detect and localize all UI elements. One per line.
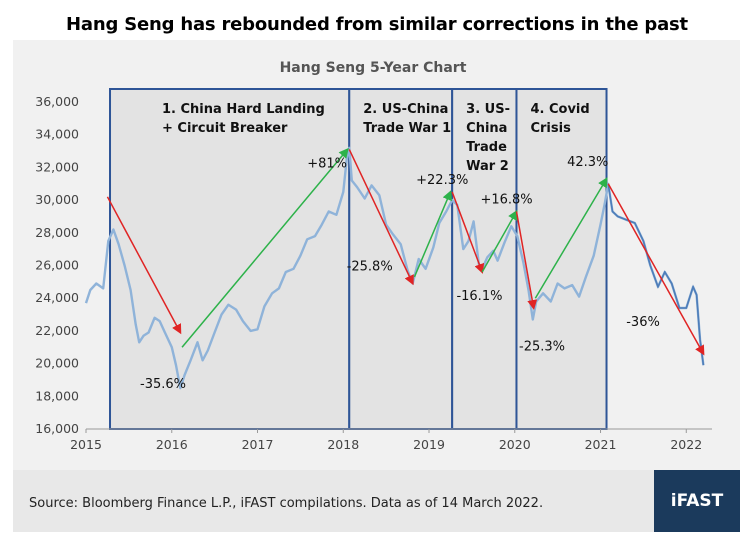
correction-arrow-3 bbox=[348, 149, 414, 286]
y-tick-label: 28,000 bbox=[35, 225, 79, 240]
move-label-6: +16.8% bbox=[480, 192, 532, 207]
period-box-3 bbox=[451, 88, 518, 430]
headline: Hang Seng has rebounded from similar cor… bbox=[66, 14, 688, 35]
period-label-1-line-2: + Circuit Breaker bbox=[162, 121, 288, 136]
chart-panel: Hang Seng 5-Year Chart 1. China Hard Lan… bbox=[13, 40, 740, 532]
period-label-4-line-2: Crisis bbox=[530, 121, 571, 136]
period-label-3-line-3: Trade bbox=[466, 140, 507, 155]
y-tick-label: 26,000 bbox=[35, 258, 79, 273]
move-label-8: 42.3% bbox=[567, 155, 608, 170]
move-label-1: -35.6% bbox=[140, 377, 186, 392]
period-box-1 bbox=[109, 88, 351, 430]
period-label-3-line-4: War 2 bbox=[466, 159, 509, 174]
move-label-5: -16.1% bbox=[456, 289, 502, 304]
move-label-2: +81% bbox=[307, 156, 347, 171]
period-label-2-line-2: Trade War 1 bbox=[363, 121, 451, 136]
footer: Source: Bloomberg Finance L.P., iFAST co… bbox=[13, 470, 740, 532]
y-tick-label: 34,000 bbox=[35, 127, 79, 142]
correction-arrow-9 bbox=[607, 183, 705, 356]
rebound-arrow-2 bbox=[181, 147, 349, 348]
rebound-arrow-6 bbox=[481, 209, 518, 273]
move-label-9: -36% bbox=[626, 315, 660, 330]
period-label-3-line-2: China bbox=[466, 121, 507, 136]
y-tick-label: 22,000 bbox=[35, 323, 79, 338]
move-label-3: -25.8% bbox=[347, 259, 393, 274]
hang-seng-series-line bbox=[84, 146, 705, 390]
ifast-logo: iFAST bbox=[654, 470, 740, 532]
period-label-3-line-1: 3. US- bbox=[466, 102, 510, 117]
x-tick-label: 2015 bbox=[70, 437, 102, 452]
y-tick-label: 18,000 bbox=[35, 388, 79, 403]
correction-arrow-5 bbox=[451, 191, 485, 274]
y-tick-label: 30,000 bbox=[35, 192, 79, 207]
period-label-4-line-1: 4. Covid bbox=[530, 102, 589, 117]
correction-arrow-7 bbox=[515, 211, 538, 310]
y-tick-label: 32,000 bbox=[35, 159, 79, 174]
correction-arrow-1 bbox=[106, 196, 182, 335]
period-label-2-line-1: 2. US-China bbox=[363, 102, 448, 117]
x-tick-label: 2019 bbox=[413, 437, 445, 452]
source-note: Source: Bloomberg Finance L.P., iFAST co… bbox=[29, 496, 544, 511]
move-label-7: -25.3% bbox=[519, 340, 565, 355]
y-tick-label: 24,000 bbox=[35, 290, 79, 305]
x-tick-label: 2021 bbox=[585, 437, 617, 452]
y-tick-label: 16,000 bbox=[35, 421, 79, 436]
x-tick-label: 2020 bbox=[499, 437, 531, 452]
rebound-arrow-4 bbox=[413, 190, 452, 278]
chart-title: Hang Seng 5-Year Chart bbox=[280, 60, 467, 76]
rebound-arrow-8 bbox=[534, 177, 608, 299]
period-label-1-line-1: 1. China Hard Landing bbox=[162, 102, 325, 117]
x-tick-label: 2016 bbox=[156, 437, 188, 452]
x-tick-label: 2022 bbox=[670, 437, 702, 452]
y-tick-label: 20,000 bbox=[35, 356, 79, 371]
y-tick-label: 36,000 bbox=[35, 94, 79, 109]
hang-seng-chart: Hang Seng 5-Year Chart 1. China Hard Lan… bbox=[35, 60, 712, 452]
x-tick-label: 2017 bbox=[242, 437, 274, 452]
hang-seng-recent-segment bbox=[607, 183, 705, 366]
move-label-4: +22.3% bbox=[416, 173, 468, 188]
x-tick-label: 2018 bbox=[327, 437, 359, 452]
